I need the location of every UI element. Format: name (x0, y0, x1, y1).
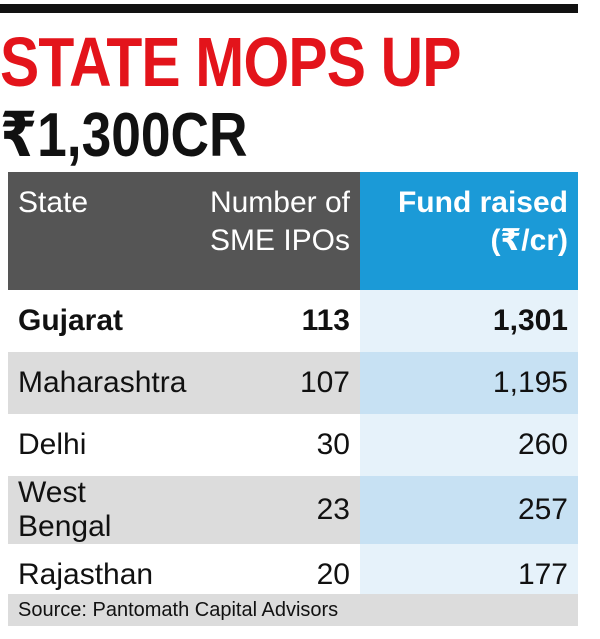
table-cell: Rajasthan (18, 558, 154, 591)
table-cell: West Bengal (8, 476, 168, 544)
table-cell: 1,195 (360, 352, 578, 414)
title: STATE MOPS UP (0, 23, 461, 101)
data-table: State Number of SME IPOs Fund raised (₹/cr… (8, 172, 578, 606)
table-row: Maharashtra 107 1,195 (8, 352, 578, 414)
table-cell: Delhi (18, 428, 87, 461)
header-row: State Number of SME IPOs Fund raised (₹/cr… (8, 172, 578, 290)
table-cell: 107 (168, 352, 360, 414)
table-cell: 23 (168, 476, 360, 544)
table-cell: Maharashtra (8, 352, 186, 414)
table-cell: Gujarat (18, 304, 124, 337)
source-note: Source: Pantomath Capital Advisors (8, 594, 578, 626)
table-cell: 113 (301, 304, 350, 337)
table-cell: 260 (360, 414, 578, 476)
column-header: State (8, 172, 168, 290)
table-row: Gujarat 113 1,301 (8, 290, 578, 352)
subtitle: ₹1,300CR (0, 101, 248, 170)
top-rule (0, 4, 578, 13)
table-cell: 257 (360, 476, 578, 544)
table-cell: 30 (316, 428, 350, 461)
column-header: Fund raised (₹/cr) (360, 172, 578, 290)
column-header: Number of SME IPOs (168, 172, 360, 290)
table-row: West Bengal 23 257 (8, 476, 578, 544)
table-cell: 20 (316, 558, 350, 591)
table-row: Delhi 30 260 (8, 414, 578, 476)
table-cell: 1,301 (360, 290, 578, 352)
